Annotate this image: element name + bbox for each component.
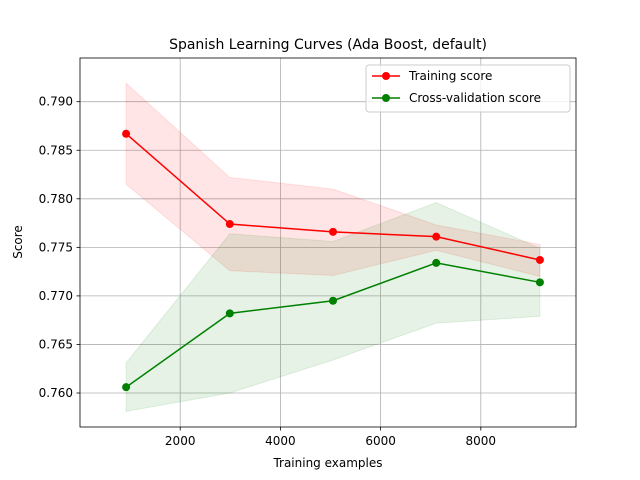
series-0-point (432, 232, 441, 241)
plot-frame (79, 57, 577, 428)
series-0-point (122, 129, 131, 138)
y-tick-label: 0.790 (39, 95, 73, 109)
x-tick-label: 8000 (466, 434, 497, 448)
y-tick-label: 0.770 (39, 289, 73, 303)
series-1-point (329, 296, 338, 305)
y-tick-label: 0.775 (39, 240, 73, 254)
y-tick-label: 0.760 (39, 386, 73, 400)
plot-area: 2000 4000 6000 8000 0.760 0.765 0.770 0.775 0.78… (39, 57, 577, 448)
series-1-point (535, 278, 544, 287)
series-1-point (225, 309, 234, 318)
series-0-band (125, 82, 541, 278)
legend-marker-1 (382, 94, 390, 102)
series-0-point (329, 227, 338, 236)
series-1-point (432, 258, 441, 267)
legend-marker-0 (382, 72, 390, 80)
x-tick-label: 2000 (165, 434, 196, 448)
x-tick-label: 6000 (365, 434, 396, 448)
legend-label-0: Training score (408, 69, 492, 83)
x-tick-label: 4000 (265, 434, 296, 448)
y-axis-label: Score (11, 225, 25, 259)
legend-box (365, 64, 571, 113)
series-1-band (125, 202, 541, 413)
y-tick-label: 0.765 (39, 337, 73, 351)
series-1-point (122, 383, 131, 392)
x-axis-label: Training examples (272, 456, 382, 470)
y-tick-label: 0.785 (39, 143, 73, 157)
y-tick-label: 0.780 (39, 192, 73, 206)
series-0-point (535, 255, 544, 264)
legend-label-1: Cross-validation score (409, 91, 541, 105)
series-0-point (225, 220, 234, 229)
chart-title: Spanish Learning Curves (Ada Boost, defa… (169, 37, 487, 53)
